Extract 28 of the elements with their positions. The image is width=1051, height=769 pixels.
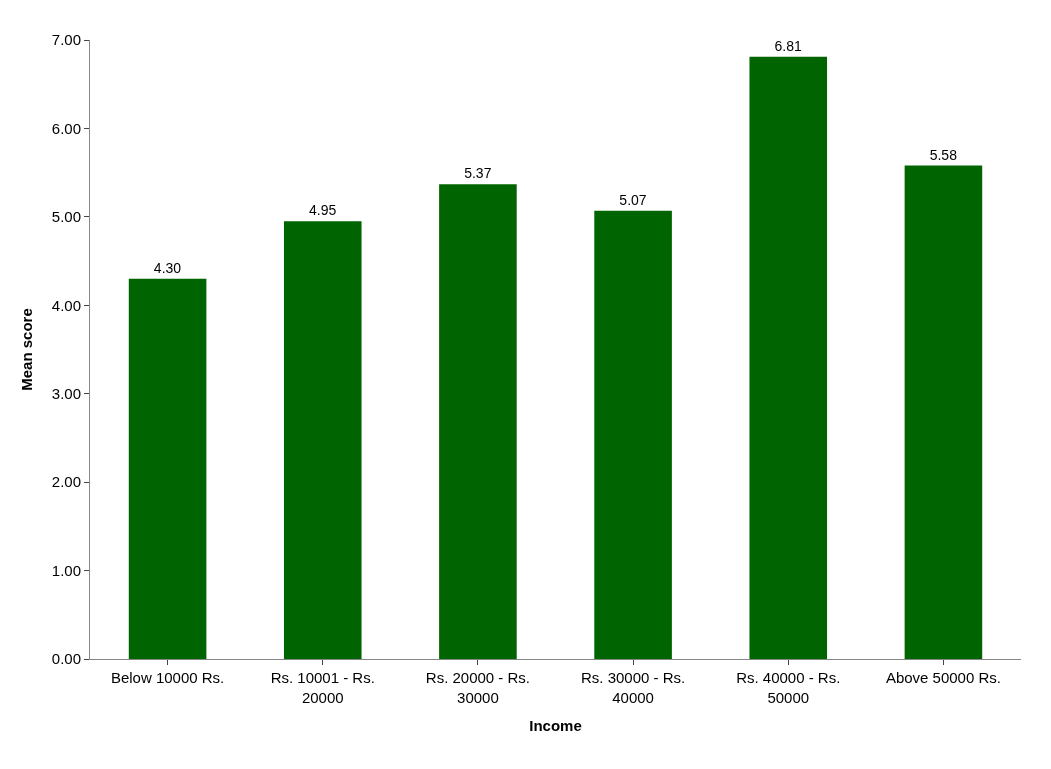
x-tick-label: Rs. 10001 - Rs. 20000 [270, 669, 375, 706]
y-tick-label: 2.00 [51, 473, 81, 491]
data-label: 5.07 [619, 191, 647, 208]
data-label: 5.37 [464, 165, 492, 182]
y-axis-title: Mean score [18, 308, 36, 391]
bar [594, 210, 672, 659]
x-tick-label: Above 50000 Rs. [885, 669, 1001, 686]
bar [904, 165, 983, 659]
data-label: 6.81 [774, 37, 802, 54]
y-tick-label: 3.00 [51, 384, 81, 402]
y-tick-label: 1.00 [51, 561, 81, 579]
y-tick-label: 5.00 [51, 208, 81, 226]
x-tick-label: Below 10000 Rs. [110, 669, 225, 686]
x-axis-title: Income [529, 716, 582, 734]
data-label: 4.95 [309, 202, 337, 219]
bar [749, 56, 828, 659]
x-tick-label: Rs. 30000 - Rs. 40000 [580, 669, 686, 706]
bar [128, 278, 207, 659]
y-tick-label: 7.00 [51, 31, 81, 49]
bar [439, 184, 517, 659]
y-tick-label: 0.00 [51, 650, 81, 668]
x-tick-label: Rs. 40000 - Rs. 50000 [736, 669, 841, 706]
bar [283, 221, 362, 659]
x-tick-label: Rs. 20000 - Rs. 30000 [425, 669, 531, 706]
data-label: 4.30 [153, 259, 182, 276]
y-tick-label: 4.00 [51, 296, 81, 314]
y-tick-label: 6.00 [51, 119, 81, 137]
data-label: 5.58 [929, 146, 958, 163]
